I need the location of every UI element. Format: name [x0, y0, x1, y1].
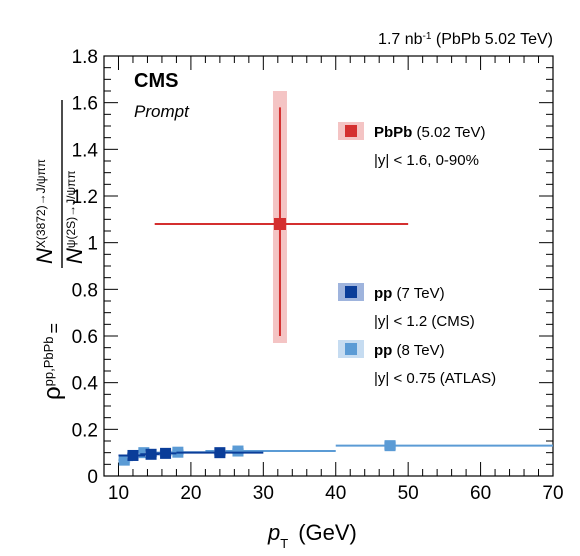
pp8-data-point [384, 440, 396, 452]
x-tick-label: 50 [398, 483, 419, 504]
y-tick-label: 1.6 [72, 94, 98, 115]
legend-swatch-marker [345, 286, 357, 298]
y-tick-label: 0.2 [72, 420, 98, 441]
legend-entry-note: |y| < 0.75 (ATLAS) [374, 370, 496, 387]
legend-entry-note: |y| < 1.6, 0-90% [374, 152, 479, 169]
luminosity-note: 1.7 nb-1 (PbPb 5.02 TeV) [378, 31, 553, 49]
axis-ticks [103, 55, 554, 477]
legend-entry-note: |y| < 1.2 (CMS) [374, 313, 475, 330]
y-tick-label: 0.6 [72, 327, 98, 348]
y-label-rho: ρpp,PbPb= [39, 323, 66, 400]
legend-entry-label: pp (7 TeV) [374, 285, 445, 302]
y-label-denominator: Nψ(2S)→J/ψππ [62, 170, 87, 264]
y-tick-label: 1 [87, 234, 98, 255]
legend-swatch-marker [345, 343, 357, 355]
pp8-data-point [138, 447, 150, 459]
pp7-data-point [160, 447, 172, 459]
x-axis-label: pT (GeV) [267, 520, 357, 551]
experiment-label: CMS [134, 70, 178, 92]
x-tick-label: 40 [325, 483, 346, 504]
pp7-data-point [127, 449, 139, 461]
y-tick-label: 1.2 [72, 187, 98, 208]
data-marks [118, 91, 553, 466]
x-tick-label: 30 [253, 483, 274, 504]
legend-entry-label: pp (8 TeV) [374, 342, 445, 359]
y-tick-labels: 0 0.2 0.4 0.6 0.8 1 1.2 1.4 1.6 1.8 [72, 47, 99, 488]
y-tick-label: 1.8 [72, 47, 98, 68]
y-tick-label: 0.8 [72, 280, 98, 301]
y-tick-label: 0 [87, 467, 98, 488]
y-label-numerator: NX(3872)→J/ψππ [32, 159, 57, 264]
legend-swatch-marker [345, 125, 357, 137]
legend-entry-label: PbPb (5.02 TeV) [374, 124, 485, 141]
x-tick-label: 20 [180, 483, 201, 504]
y-tick-label: 0.4 [72, 374, 99, 395]
legend: PbPb (5.02 TeV) |y| < 1.6, 0-90% pp (7 TeV… [338, 122, 496, 387]
pp7-data-point [214, 447, 226, 459]
pbpb-data-point [273, 218, 286, 230]
y-axis-label: ρpp,PbPb= NX(3872)→J/ψππ Nψ(2S)→J/ψππ [32, 100, 87, 400]
pp8-data-point [118, 454, 130, 466]
y-tick-label: 1.4 [72, 140, 99, 161]
prompt-label: Prompt [134, 102, 190, 121]
x-tick-label: 70 [542, 483, 563, 504]
x-tick-labels: 10 20 30 40 50 60 70 [108, 483, 564, 504]
x-tick-label: 60 [470, 483, 491, 504]
pp8-data-point [232, 445, 244, 457]
x-tick-label: 10 [108, 483, 129, 504]
pp7-data-point [145, 448, 157, 460]
